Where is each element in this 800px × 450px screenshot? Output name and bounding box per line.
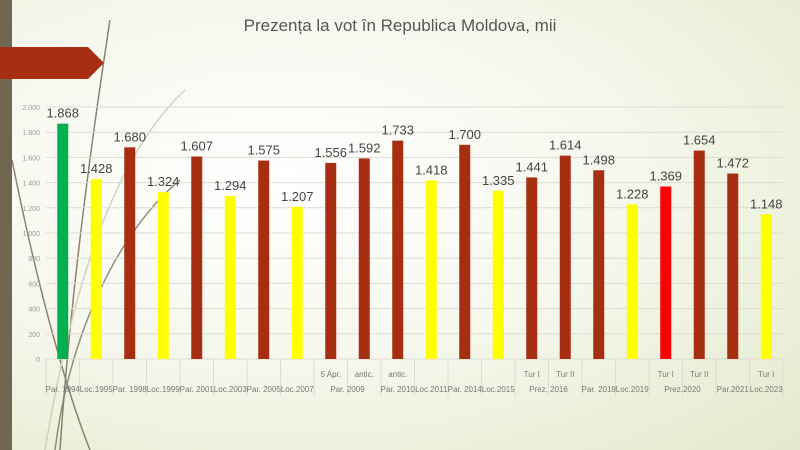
x-sub-label: Tur I	[758, 370, 774, 379]
bar	[526, 177, 538, 359]
chart-title: Prezența la vot în Republica Moldova, mi…	[243, 16, 557, 35]
x-sub-label: Tur I	[524, 370, 540, 379]
x-sub-label: Tur II	[556, 370, 574, 379]
bar	[626, 204, 638, 359]
data-label: 1.324	[147, 174, 180, 189]
x-sub-label: 5 Apr.	[321, 370, 341, 379]
data-label: 1.700	[448, 127, 481, 142]
bar	[693, 150, 705, 359]
x-sub-label: antic.	[355, 370, 374, 379]
x-category-label: Par. 2014	[448, 385, 483, 394]
y-tick-label: 1.400	[22, 181, 40, 188]
bar	[727, 173, 739, 359]
x-category-label: Par. 2010	[381, 385, 416, 394]
bar	[191, 156, 203, 359]
y-tick-label: 200	[28, 332, 40, 339]
data-label: 1.614	[549, 138, 582, 153]
x-category-label: Par. 1998	[113, 385, 148, 394]
x-category-label: Prez.2020	[664, 385, 701, 394]
bar	[258, 160, 270, 359]
x-category-label: Par. 2019	[582, 385, 617, 394]
x-category-label: Par. 1994	[46, 385, 81, 394]
data-label: 1.680	[113, 129, 146, 144]
x-category-label: Loc.1995	[80, 385, 113, 394]
data-label: 1.575	[247, 143, 280, 158]
data-label: 1.556	[314, 145, 347, 160]
x-category-label: Par. 2005	[247, 385, 282, 394]
bar	[358, 158, 370, 359]
data-label: 1.207	[281, 189, 314, 204]
data-label: 1.733	[381, 123, 414, 138]
decorative-arrow-banner	[0, 47, 104, 79]
data-label: 1.418	[415, 162, 448, 177]
bar	[660, 186, 672, 359]
x-category-label: Loc.2007	[281, 385, 314, 394]
data-label: 1.654	[683, 133, 716, 148]
bar	[325, 162, 337, 359]
bar	[291, 206, 303, 359]
bar	[224, 195, 236, 359]
bar	[459, 144, 471, 359]
x-category-label: Loc.2015	[482, 385, 515, 394]
data-label: 1.228	[616, 186, 649, 201]
bar	[157, 192, 169, 359]
y-tick-label: 800	[28, 256, 40, 263]
x-category-label: Par. 2009	[330, 385, 365, 394]
bar	[593, 170, 605, 359]
x-category-label: Loc.2011	[415, 385, 448, 394]
x-sub-label: Tur I	[658, 370, 674, 379]
decorative-side-bar	[0, 0, 12, 450]
y-tick-label: 1.800	[22, 130, 40, 137]
x-sub-label: antic.	[388, 370, 407, 379]
bar	[425, 180, 437, 359]
y-tick-label: 2.000	[22, 105, 40, 112]
x-category-label: Loc.2023	[750, 385, 783, 394]
data-label: 1.294	[214, 178, 247, 193]
x-category-label: Loc.2019	[616, 385, 649, 394]
y-tick-label: 600	[28, 281, 40, 288]
data-label: 1.472	[716, 156, 749, 171]
x-category-label: Par. 2001	[180, 385, 215, 394]
data-label: 1.335	[482, 173, 515, 188]
data-label: 1.148	[750, 196, 783, 211]
bar	[760, 214, 772, 359]
data-label: 1.607	[180, 139, 213, 154]
y-tick-label: 400	[28, 307, 40, 314]
data-label: 1.441	[515, 159, 548, 174]
bar	[559, 155, 571, 359]
x-sub-label: Tur II	[690, 370, 708, 379]
y-tick-label: 0	[36, 357, 40, 364]
bar	[124, 147, 136, 359]
bar	[57, 123, 69, 360]
data-label: 1.428	[80, 161, 113, 176]
x-category-label: Loc.2003	[214, 385, 247, 394]
data-label: 1.498	[582, 152, 615, 167]
data-label: 1.592	[348, 140, 381, 155]
y-tick-label: 1.600	[22, 155, 40, 162]
y-tick-label: 1.000	[22, 231, 40, 238]
bar	[90, 179, 102, 359]
x-category-label: Prez. 2016	[529, 385, 568, 394]
data-label: 1.868	[46, 106, 79, 121]
x-category-label: Loc.1999	[147, 385, 180, 394]
data-label: 1.369	[649, 169, 682, 184]
bar	[492, 190, 504, 359]
y-tick-label: 1.200	[22, 206, 40, 213]
bar	[392, 140, 404, 359]
x-category-label: Par.2021	[717, 385, 750, 394]
